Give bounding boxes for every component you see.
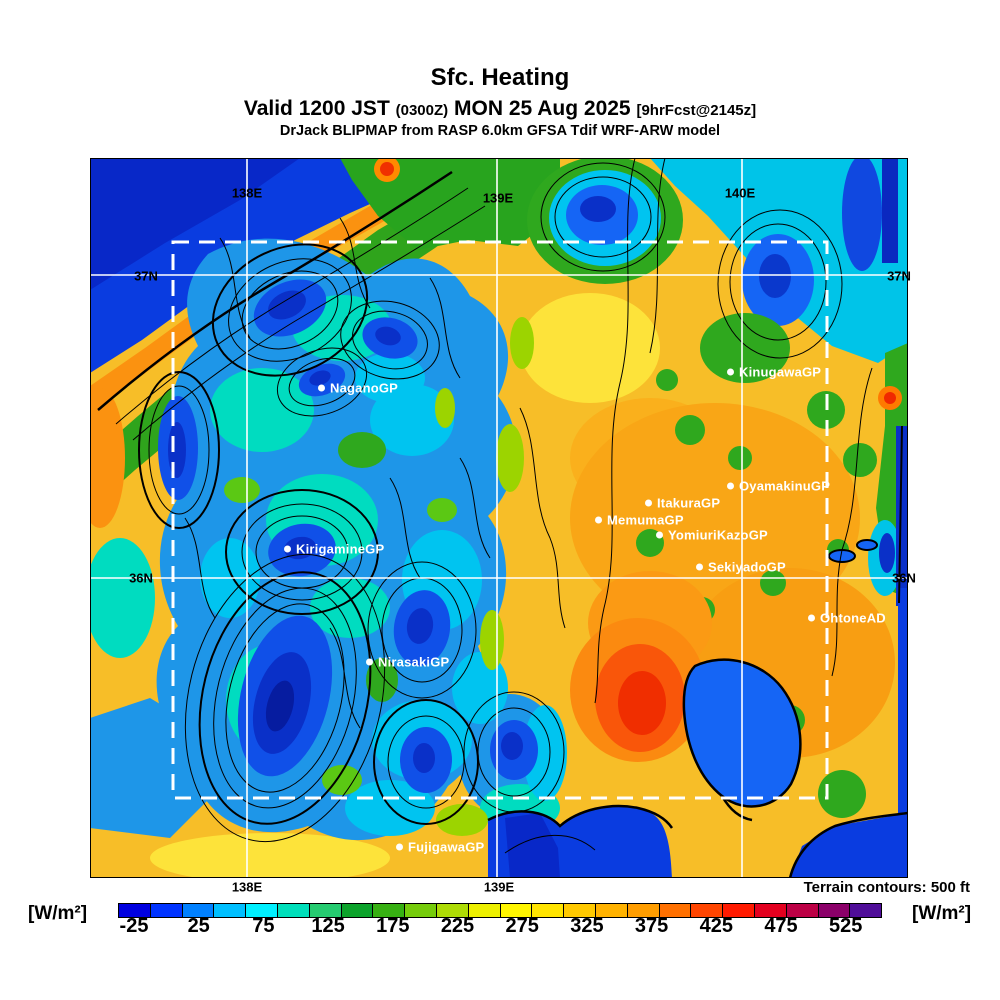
site-fujigawagp: FujigawaGP (396, 840, 484, 855)
colorbar-segment (149, 904, 182, 917)
site-label: NirasakiGP (378, 654, 450, 670)
graticule-label-37n: 37N (887, 268, 911, 284)
colorbar-tick: 25 (187, 915, 210, 937)
colorbar-segment (372, 904, 405, 917)
site-marker-icon (284, 545, 291, 553)
colorbar-segment (308, 904, 341, 917)
site-label: KinugawaGP (739, 364, 822, 380)
graticule-label-139e: 139E (483, 879, 515, 895)
colorbar-segment (531, 904, 564, 917)
colorbar-segment (626, 904, 659, 917)
site-label: NaganoGP (330, 380, 399, 396)
colorbar-segment (435, 904, 468, 917)
site-oyamakinugp: OyamakinuGP (727, 479, 830, 494)
site-ohtonead: OhtoneAD (808, 611, 886, 626)
colorbar-tick: 275 (505, 915, 539, 937)
colorbar-segment (404, 904, 436, 917)
site-kinugawagp: KinugawaGP (727, 365, 821, 380)
colorbar (118, 903, 882, 918)
colorbar-tick: 75 (252, 915, 275, 937)
graticule-label-138e: 138E (231, 879, 263, 895)
site-marker-icon (318, 384, 325, 392)
domain-box (171, 240, 829, 800)
valid-fcst: [9hrFcst@2145z] (636, 102, 757, 119)
graticule-label-37n: 37N (134, 268, 158, 284)
site-marker-icon (727, 368, 734, 376)
site-label: YomiuriKazoGP (668, 527, 768, 543)
colorbar-segment (181, 904, 214, 917)
colorbar-tick: 125 (311, 915, 345, 937)
colorbar-tick: 325 (570, 915, 604, 937)
model-line: DrJack BLIPMAP from RASP 6.0km GFSA Tdif… (279, 123, 721, 139)
site-kirigaminegp: KirigamineGP (284, 542, 384, 557)
site-label: SekiyadoGP (708, 559, 786, 575)
site-marker-icon (396, 843, 403, 851)
valid-date: MON 25 Aug 2025 (454, 97, 631, 120)
colorbar-units-right: [W/m²] (912, 903, 972, 924)
colorbar-tick: 375 (634, 915, 669, 937)
colorbar-segment (722, 904, 754, 917)
colorbar-segment (340, 904, 373, 917)
site-label: OhtoneAD (820, 610, 886, 626)
colorbar-segment (690, 904, 723, 917)
site-marker-icon (727, 482, 734, 490)
page-title: Sfc. Heating (430, 64, 570, 91)
colorbar-segment (467, 904, 500, 917)
colorbar-segment (658, 904, 691, 917)
colorbar-tick: 525 (829, 915, 863, 937)
colorbar-segment (499, 904, 532, 917)
colorbar-tick: -25 (119, 915, 149, 937)
site-sekiyadogp: SekiyadoGP (696, 560, 786, 575)
site-marker-icon (366, 658, 373, 666)
graticule-label-36n: 36N (892, 570, 916, 586)
colorbar-segment (785, 904, 818, 917)
colorbar-tick: 175 (376, 915, 410, 937)
colorbar-units-left: [W/m²] (28, 903, 88, 924)
colorbar-segment (119, 904, 150, 917)
colorbar-segment (849, 904, 882, 917)
site-label: FujigawaGP (408, 839, 485, 855)
site-label: KirigamineGP (296, 541, 385, 557)
colorbar-segment (753, 904, 786, 917)
site-label: ItakuraGP (657, 495, 721, 511)
valid-line: Valid 1200 JST (0300Z) MON 25 Aug 2025 [… (0, 97, 1000, 121)
colorbar-segment (213, 904, 246, 917)
site-itakuragp: ItakuraGP (645, 496, 720, 511)
site-marker-icon (645, 499, 652, 507)
site-marker-icon (656, 531, 663, 539)
site-marker-icon (696, 563, 703, 571)
heating-map (90, 158, 908, 878)
valid-time: Valid 1200 JST (243, 97, 390, 120)
site-naganogp: NaganoGP (318, 381, 398, 396)
colorbar-ticks: -25 25 75 125 175 225 275 325 375 425 475 525 (0, 915, 1000, 941)
graticule-label-139e: 139E (482, 190, 514, 206)
colorbar-tick: 425 (699, 915, 733, 937)
site-yomiurikazogp: YomiuriKazoGP (656, 528, 768, 543)
colorbar-tick: 475 (764, 915, 798, 937)
graticule-label-138e: 138E (231, 185, 263, 201)
graticule-label-140e: 140E (724, 185, 756, 201)
graticule-lines (90, 158, 908, 878)
colorbar-segment (817, 904, 850, 917)
colorbar-segment (245, 904, 277, 917)
site-nirasakigp: NirasakiGP (366, 655, 449, 670)
valid-zulu: (0300Z) (395, 102, 449, 119)
site-label: MemumaGP (607, 512, 684, 528)
site-label: OyamakinuGP (739, 478, 831, 494)
terrain-contours-note: Terrain contours: 500 ft (803, 879, 970, 896)
site-marker-icon (808, 614, 815, 622)
colorbar-segment (594, 904, 627, 917)
colorbar-tick: 225 (440, 915, 475, 937)
colorbar-segment (563, 904, 595, 917)
graticule-label-36n: 36N (129, 570, 153, 586)
site-memumagp: MemumaGP (595, 513, 684, 528)
site-marker-icon (595, 516, 602, 524)
colorbar-segment (276, 904, 309, 917)
